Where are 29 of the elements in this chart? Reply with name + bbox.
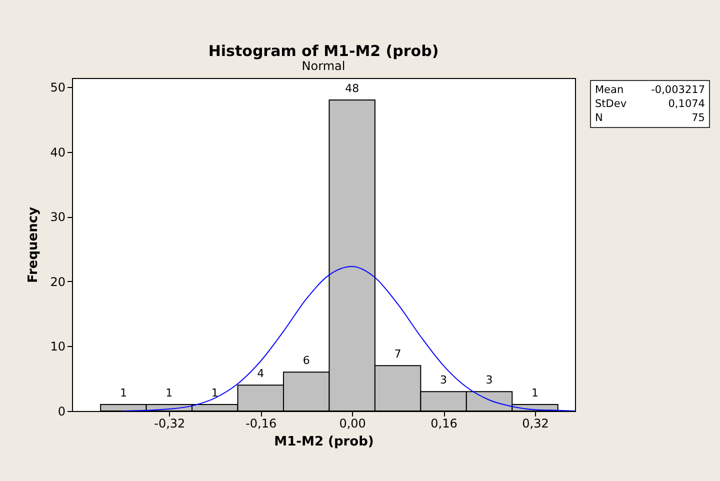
data-label: 7 (394, 348, 402, 361)
data-label: 1 (166, 386, 173, 400)
x-axis-title: M1-M2 (prob) (274, 434, 374, 450)
data-label: 48 (345, 82, 360, 96)
x-tick-label: -0,16 (246, 416, 277, 430)
data-label: 3 (440, 374, 448, 387)
data-label: 1 (120, 386, 127, 400)
y-axis-title: Frequency (26, 206, 42, 284)
text: StDev 0,1074 (595, 98, 705, 110)
data-label: 1 (531, 386, 538, 400)
text: Mean -0,003217 (595, 84, 705, 96)
x-tick-label: 0,16 (430, 416, 458, 430)
x-tick-label: 0,32 (522, 416, 549, 430)
data-label: 3 (486, 374, 493, 387)
line-series (122, 266, 575, 411)
data-label: 1 (211, 386, 218, 400)
text: N 75 (595, 112, 705, 124)
y-tick-label: 30 (50, 210, 66, 224)
y-tick-label: 50 (50, 80, 66, 95)
data-label: 4 (257, 367, 264, 380)
chart-title: Histogram of M1-M2 (prob) (208, 42, 439, 60)
x-tick-label: -0,32 (154, 416, 186, 430)
y-tick-label: 10 (50, 340, 66, 354)
y-tick-label: 40 (50, 145, 66, 160)
data-label: 6 (302, 354, 310, 368)
y-tick-label: 0 (58, 404, 66, 418)
y-tick-label: 20 (50, 274, 66, 289)
chart-subtitle: Normal (302, 59, 346, 73)
x-tick-label: 0,00 (339, 416, 366, 430)
